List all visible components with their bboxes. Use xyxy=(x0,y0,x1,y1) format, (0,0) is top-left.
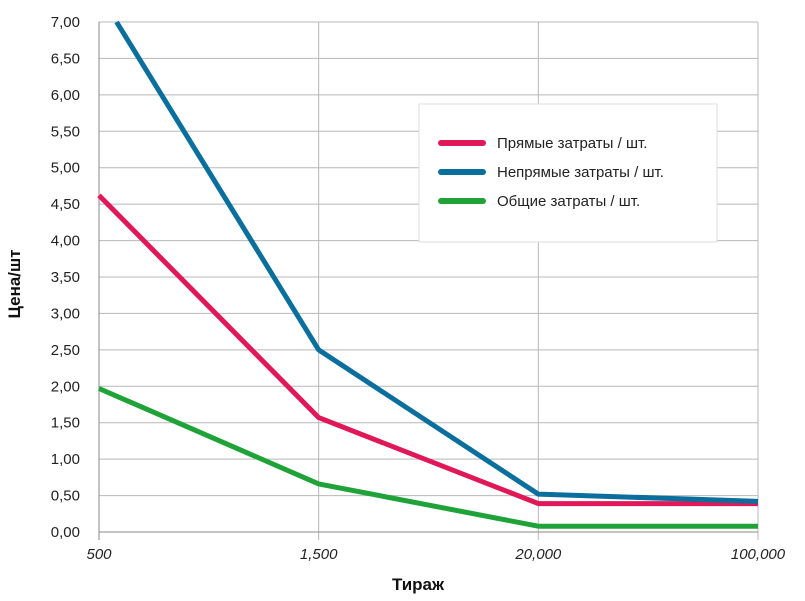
legend: Прямые затраты / шт. Непрямые затраты / … xyxy=(418,103,718,243)
x-tick-label: 20,000 xyxy=(514,546,562,563)
x-tick-label: 100,000 xyxy=(731,546,786,563)
x-tick-labels: 500 1,500 20,000 100,000 xyxy=(86,546,785,563)
y-tick-label: 2,50 xyxy=(51,342,80,359)
x-tick-label: 500 xyxy=(86,546,112,563)
x-tick-label: 1,500 xyxy=(300,546,338,563)
y-tick-labels: 0,00 0,50 1,00 1,50 2,00 2,50 3,00 3,50 4,00 4,50… xyxy=(51,14,80,541)
y-tick-label: 3,50 xyxy=(51,269,80,286)
y-tick-label: 7,00 xyxy=(51,14,80,31)
y-tick-label: 5,00 xyxy=(51,160,80,177)
legend-label-indirect: Непрямые затраты / шт. xyxy=(497,164,664,181)
series-line-2 xyxy=(98,386,758,529)
y-tick-label: 1,00 xyxy=(51,451,80,468)
series-lines xyxy=(97,20,759,529)
series-line-0 xyxy=(97,193,758,507)
y-tick-label: 4,50 xyxy=(51,196,80,213)
y-axis-label: Цена/шт xyxy=(5,249,24,318)
y-tick-label: 3,00 xyxy=(51,305,80,322)
y-tick-label: 1,50 xyxy=(51,415,80,432)
x-axis-label: Тираж xyxy=(392,575,445,594)
y-tick-label: 0,50 xyxy=(51,488,80,505)
y-tick-label: 6,00 xyxy=(51,87,80,104)
legend-label-total: Общие затраты / шт. xyxy=(497,193,640,210)
y-tick-label: 0,00 xyxy=(51,524,80,541)
series-line-1 xyxy=(114,20,759,504)
legend-label-direct: Прямые затраты / шт. xyxy=(497,135,647,152)
y-tick-label: 4,00 xyxy=(51,233,80,250)
y-tick-label: 5,50 xyxy=(51,123,80,140)
y-tick-label: 6,50 xyxy=(51,50,80,67)
y-tick-label: 2,00 xyxy=(51,378,80,395)
